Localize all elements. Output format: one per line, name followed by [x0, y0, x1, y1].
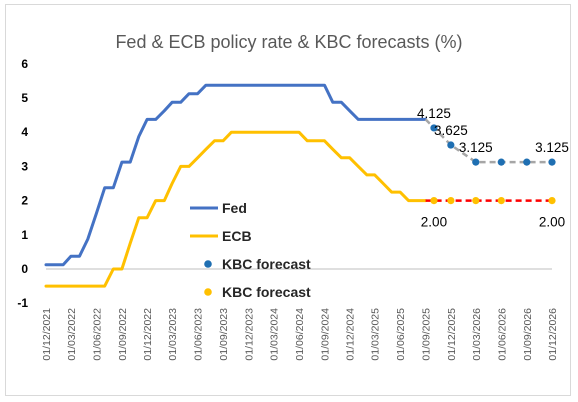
y-tick-label: 3 [21, 159, 28, 173]
series-line-fed [44, 83, 428, 267]
x-tick-label: 01/12/2025 [446, 308, 458, 361]
x-tick-label: 01/12/2023 [243, 308, 255, 361]
x-axis: 01/12/2021 01/03/2022 01/06/2022 01/09/2022… [41, 268, 559, 361]
data-label: 2.00 [421, 215, 447, 230]
forecast-point [497, 158, 505, 166]
chart-title: Fed & ECB policy rate & KBC forecasts (%… [115, 32, 462, 52]
x-tick-label: 01/06/2024 [294, 308, 306, 361]
legend: Fed ECB KBC forecast KBC forecast [190, 200, 311, 300]
x-tick-label: 01/03/2025 [370, 308, 382, 361]
x-tick-label: 01/09/2026 [522, 308, 534, 361]
forecast-point [430, 124, 438, 132]
y-tick-label: 4 [21, 125, 28, 139]
data-label: 3.125 [535, 140, 569, 155]
series-line-ecb [44, 130, 428, 288]
x-tick-label: 01/12/2021 [41, 308, 53, 361]
forecast-point [447, 141, 455, 149]
y-tick-label: 5 [21, 91, 28, 105]
x-tick-label: 01/06/2025 [395, 308, 407, 361]
x-tick-label: 01/06/2023 [193, 308, 205, 361]
data-label: 2.00 [539, 215, 565, 230]
x-tick-label: 01/06/2022 [91, 308, 103, 361]
forecast-point [497, 197, 505, 205]
x-tick-label: 01/12/2024 [345, 308, 357, 361]
legend-label: KBC forecast [222, 284, 311, 300]
x-tick-label: 01/03/2024 [269, 308, 281, 361]
x-tick-label: 01/12/2026 [547, 308, 559, 361]
y-tick-label: -1 [17, 296, 28, 310]
data-label: 3.125 [459, 140, 493, 155]
forecast-markers [430, 124, 556, 205]
forecast-point [447, 197, 455, 205]
forecast-point [472, 197, 480, 205]
forecast-point [548, 197, 556, 205]
legend-label: KBC forecast [222, 256, 311, 272]
x-tick-label: 01/12/2022 [142, 308, 154, 361]
y-tick-label: 6 [21, 57, 28, 71]
x-tick-label: 01/09/2025 [421, 308, 433, 361]
x-tick-label: 01/09/2022 [117, 308, 129, 361]
x-tick-label: 01/03/2022 [66, 308, 78, 361]
legend-swatch-marker [204, 260, 212, 268]
y-tick-label: 1 [21, 228, 28, 242]
x-tick-label: 01/09/2024 [319, 308, 331, 361]
x-tick-label: 01/03/2023 [167, 308, 179, 361]
forecast-point [430, 197, 438, 205]
x-tick-label: 01/06/2026 [496, 308, 508, 361]
x-tick-label: 01/03/2026 [471, 308, 483, 361]
y-tick-label: 2 [21, 194, 28, 208]
legend-swatch-marker [204, 288, 212, 296]
data-label: 3.625 [434, 123, 468, 138]
legend-label: ECB [222, 228, 252, 244]
x-tick-label: 01/09/2023 [218, 308, 230, 361]
forecast-point [472, 158, 480, 166]
y-tick-label: 0 [21, 262, 28, 276]
forecast-point [523, 158, 531, 166]
y-axis: -1 0 1 2 3 4 5 6 [17, 57, 28, 310]
data-label: 4.125 [417, 106, 451, 121]
legend-label: Fed [222, 200, 247, 216]
data-labels: 4.125 3.625 3.125 3.125 2.00 2.00 [417, 106, 569, 230]
forecast-point [548, 158, 556, 166]
